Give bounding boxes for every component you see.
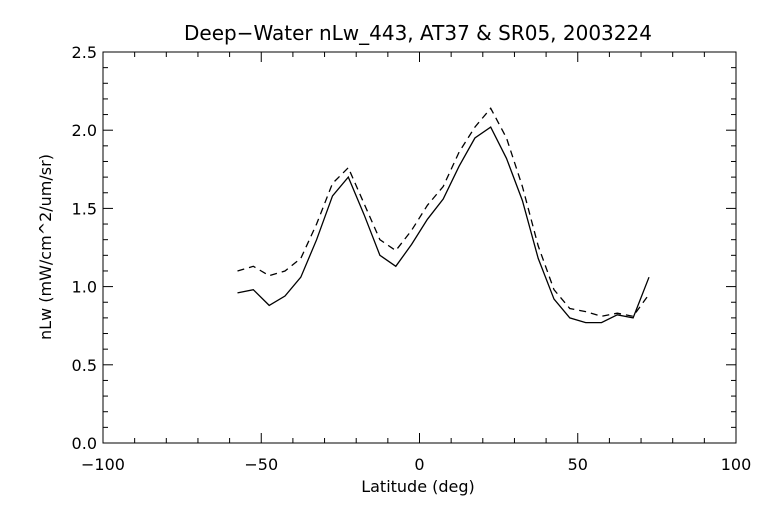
x-axis-label: Latitude (deg) [361, 477, 475, 496]
series-line-dashed [237, 107, 650, 318]
y-tick-label: 2.5 [72, 43, 97, 62]
y-tick-label: 1.5 [72, 199, 97, 218]
x-tick-label: −50 [244, 455, 278, 474]
series-layer [237, 107, 650, 324]
tick-labels: −100 −50 0 50 100 0.0 0.5 1.0 1.5 2.0 2.5 [72, 43, 752, 474]
chart-title: Deep−Water nLw_443, AT37 & SR05, 2003224 [184, 21, 652, 45]
axis-ticks [102, 51, 737, 444]
y-axis-label: nLw (mW/cm^2/um/sr) [36, 154, 55, 340]
y-tick-label: 1.0 [72, 278, 97, 297]
x-tick-label: −100 [81, 455, 125, 474]
y-tick-label: 0.0 [72, 434, 97, 453]
y-tick-label: 2.0 [72, 121, 97, 140]
x-tick-label: 100 [721, 455, 752, 474]
plot-frame [102, 51, 737, 444]
x-tick-label: 0 [414, 455, 424, 474]
x-tick-label: 50 [568, 455, 588, 474]
series-line-solid [237, 126, 650, 324]
y-tick-label: 0.5 [72, 356, 97, 375]
